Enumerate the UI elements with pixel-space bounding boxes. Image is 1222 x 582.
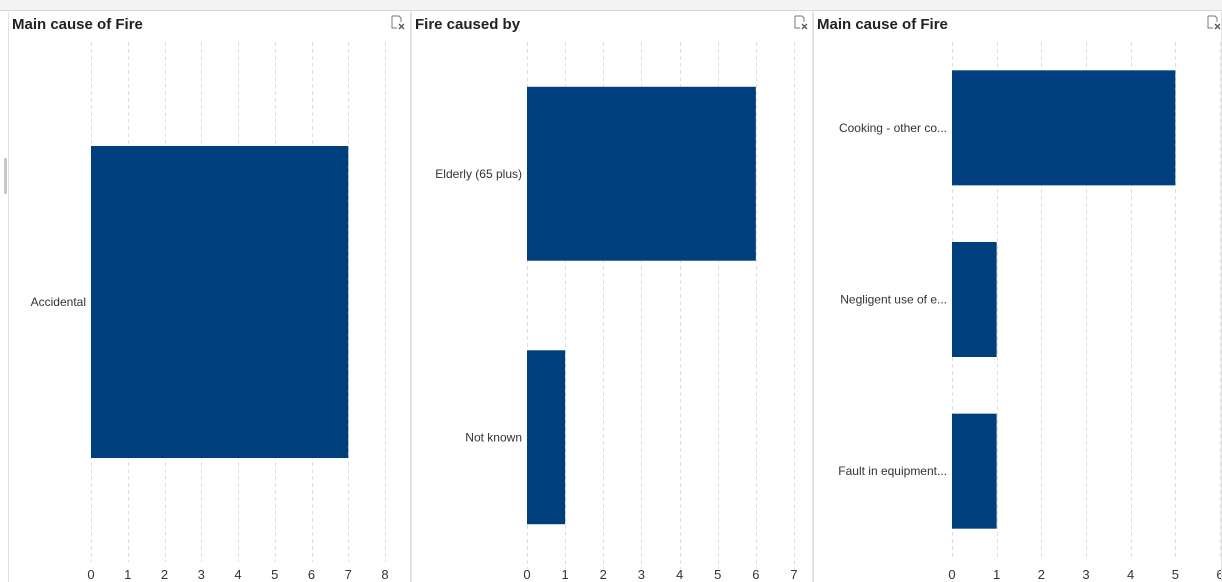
x-tick-label: 8: [381, 567, 388, 582]
clear-filter-icon[interactable]: [793, 14, 809, 30]
x-tick-label: 0: [87, 567, 94, 582]
dashboard-top-strip: [0, 0, 1222, 11]
x-tick-label: 6: [752, 567, 759, 582]
x-tick-label: 5: [1172, 567, 1179, 582]
category-label: Accidental: [31, 295, 86, 309]
x-tick-label: 6: [1216, 567, 1222, 582]
x-tick-label: 7: [345, 567, 352, 582]
x-tick-label: 1: [562, 567, 569, 582]
bar: [952, 70, 1176, 186]
x-tick-label: 1: [993, 567, 1000, 582]
x-tick-label: 2: [161, 567, 168, 582]
bar: [952, 413, 997, 529]
panel-title: Main cause of Fire: [817, 16, 948, 33]
x-tick-label: 3: [1082, 567, 1089, 582]
clear-filter-icon[interactable]: [390, 14, 406, 30]
bar: [952, 241, 997, 358]
bar: [91, 146, 349, 458]
x-tick-label: 7: [790, 567, 797, 582]
x-tick-label: 5: [271, 567, 278, 582]
clear-filter-icon[interactable]: [1206, 14, 1222, 30]
chart-panel-fire-caused-by: Fire caused by 0 1 2 3 4 5 6 7 Elderly (65 plus)…: [411, 12, 813, 582]
x-tick-label: 5: [714, 567, 721, 582]
x-tick-label: 4: [676, 567, 683, 582]
x-tick-label: 6: [308, 567, 315, 582]
category-label: Negligent use of e...: [840, 293, 947, 307]
category-label: Fault in equipment...: [838, 464, 947, 478]
category-label: Cooking - other co...: [839, 121, 947, 135]
x-tick-label: 0: [523, 567, 530, 582]
x-tick-label: 1: [124, 567, 131, 582]
x-tick-label: 4: [1127, 567, 1134, 582]
resize-handle[interactable]: [4, 158, 7, 194]
bar-chart: 0 1 2 3 4 5 6 7 8 Accidental: [31, 42, 389, 582]
category-label: Not known: [465, 430, 522, 444]
bar: [527, 86, 756, 261]
panel-title: Fire caused by: [415, 16, 521, 33]
bar-chart: 0 1 2 3 4 5 6 7 Elderly (65 plus) Not known: [435, 42, 798, 582]
x-tick-label: 3: [198, 567, 205, 582]
category-label: Elderly (65 plus): [435, 167, 522, 181]
x-tick-label: 3: [638, 567, 645, 582]
x-tick-label: 4: [234, 567, 241, 582]
x-tick-label: 2: [1038, 567, 1045, 582]
x-tick-label: 2: [600, 567, 607, 582]
bar: [527, 350, 566, 525]
bar-chart: 0 1 2 3 4 5 6 Cooking - other co... Negligent us…: [838, 42, 1222, 582]
panel-title: Main cause of Fire: [12, 16, 143, 33]
chart-panel-main-cause-2: Main cause of Fire 0 1 2 3 4 5 6 Cooking - othe…: [813, 12, 1222, 582]
chart-panel-main-cause-1: Main cause of Fire 0 1 2 3 4 5 6 7 8 Accidental: [8, 12, 411, 582]
x-tick-label: 0: [948, 567, 955, 582]
